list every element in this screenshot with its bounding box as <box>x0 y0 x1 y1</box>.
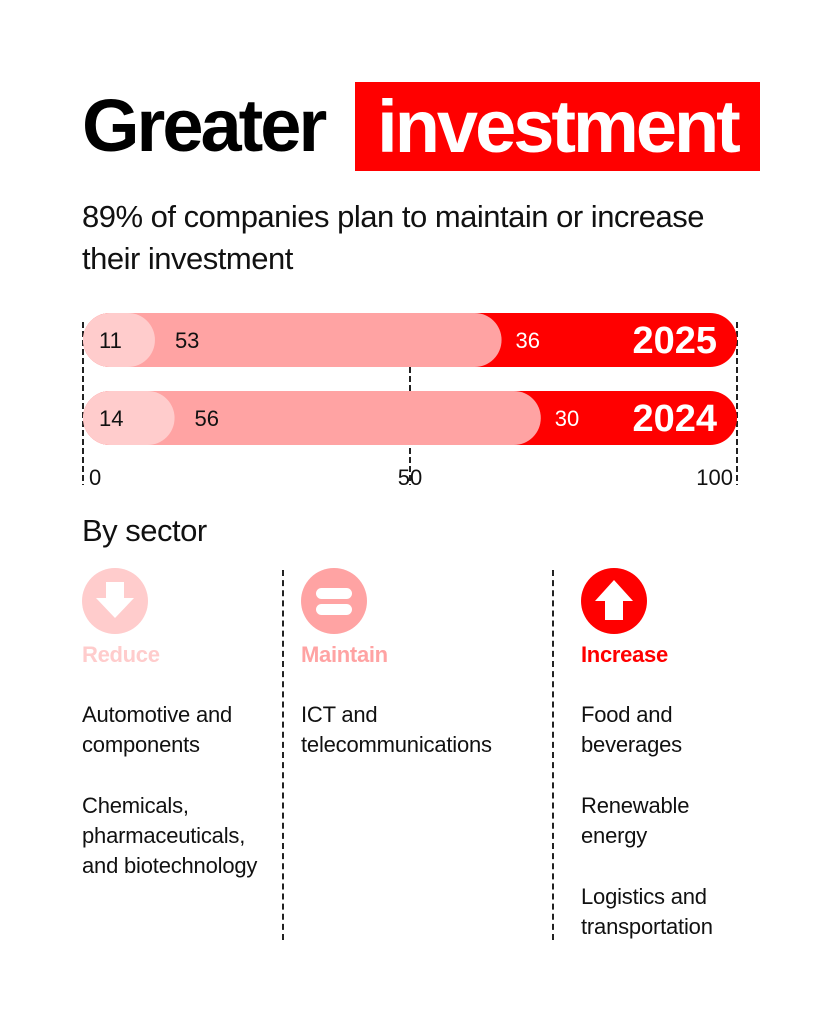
arrow-up-circle-icon <box>581 568 647 634</box>
bar-segment-maintain <box>83 391 541 445</box>
sector-item: Automotive and components <box>82 702 233 757</box>
title-highlight: investment <box>377 85 741 168</box>
bar-value-label: 14 <box>99 406 123 431</box>
sector-column-maintain: Maintain ICT and telecommunications <box>301 568 516 791</box>
axis-tick-label: 0 <box>89 465 101 490</box>
arrow-down-circle-icon <box>82 568 148 634</box>
sector-label-increase: Increase <box>581 642 668 667</box>
stacked-bar-chart: 11 53 36 2025 14 56 30 2024 0 50 100 <box>0 290 819 500</box>
sector-column-increase: Increase Food and beverages Renewable en… <box>581 568 796 973</box>
bar-value-label: 30 <box>555 406 579 431</box>
bar-value-label: 36 <box>516 328 540 353</box>
title-highlight-box <box>355 82 760 171</box>
bar-value-label: 56 <box>195 406 219 431</box>
bar-category-label: 2025 <box>632 320 717 362</box>
bar-segment-reduce <box>83 313 155 367</box>
bar-category-label: 2024 <box>632 398 717 440</box>
bar-value-label: 11 <box>99 328 122 353</box>
sector-item: ICT and telecommunications <box>301 702 492 757</box>
bar-value-label: 53 <box>175 328 199 353</box>
bar-segment-maintain <box>83 313 502 367</box>
sector-item: Renewable energy <box>581 793 690 848</box>
column-divider <box>282 570 284 940</box>
sector-item: Chemicals, pharmaceuticals, and biotechn… <box>82 793 258 878</box>
equals-circle-icon <box>301 568 367 634</box>
sector-label-maintain: Maintain <box>301 642 388 667</box>
sector-item: Logistics and transportation <box>581 884 713 939</box>
sector-list-increase: Food and beverages Renewable energy Logi… <box>581 700 796 942</box>
axis-tick-label: 50 <box>398 465 422 490</box>
sector-label-reduce: Reduce <box>82 642 160 667</box>
sector-list-reduce: Automotive and components Chemicals, pha… <box>82 700 297 881</box>
sector-list-maintain: ICT and telecommunications <box>301 700 516 760</box>
chart-svg: 11 53 36 2025 14 56 30 2024 0 50 100 <box>82 313 738 490</box>
sector-heading: By sector <box>82 513 207 548</box>
sector-column-reduce: Reduce Automotive and components Chemica… <box>82 568 297 912</box>
column-divider <box>552 570 554 940</box>
bar-segment-reduce <box>83 391 175 445</box>
axis-tick-label: 100 <box>696 465 733 490</box>
subtitle: 89% of companies plan to maintain or inc… <box>82 199 704 276</box>
sector-item: Food and beverages <box>581 702 682 757</box>
title-plain: Greater <box>82 84 327 167</box>
